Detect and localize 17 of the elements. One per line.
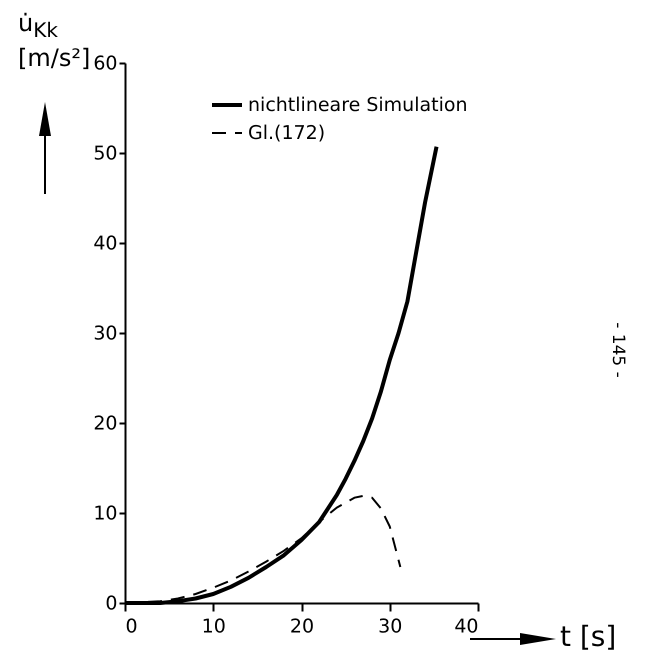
y-tick-label: 0 xyxy=(105,592,118,614)
legend-label: Gl.(172) xyxy=(248,122,326,144)
legend-label: nichtlineare Simulation xyxy=(248,94,468,116)
y-tick-label: 50 xyxy=(93,142,118,164)
y-tick-label: 40 xyxy=(93,232,118,254)
x-axis-title: t [s] xyxy=(560,620,616,653)
y-tick-label: 20 xyxy=(93,412,118,434)
x-tick-label: 20 xyxy=(290,616,314,638)
y-tick-label: 60 xyxy=(93,52,118,74)
y-tick-label: 10 xyxy=(93,502,118,524)
x-tick-label: 40 xyxy=(454,616,478,638)
y-tick-label: 30 xyxy=(93,322,118,344)
x-tick-label: 10 xyxy=(202,616,226,638)
x-tick-label: 0 xyxy=(126,616,138,638)
x-tick-label: 30 xyxy=(378,616,402,638)
y-axis-title: u̇$_{Kk}$ [m/s²] xyxy=(18,9,90,72)
text: - 145 - xyxy=(608,322,628,378)
